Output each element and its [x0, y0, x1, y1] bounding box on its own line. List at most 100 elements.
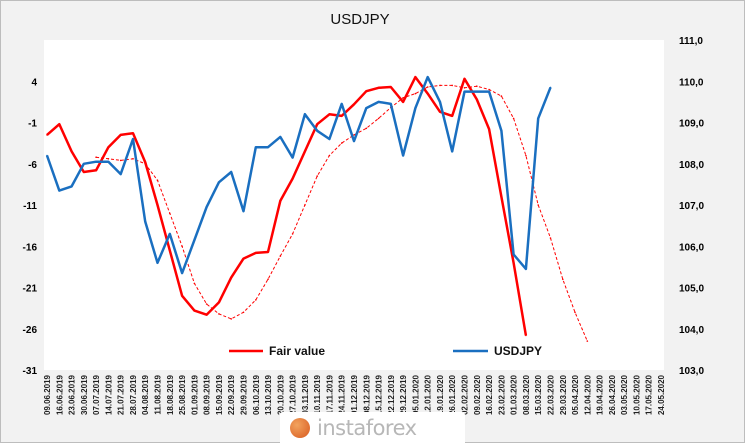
data-point-usdjpy	[463, 90, 466, 93]
data-point-usdjpy	[83, 163, 85, 165]
data-point-usdjpy	[304, 113, 306, 115]
x-tick-label: 11.08.2019	[154, 374, 163, 414]
left-axis: 4 -1 -6 -11 -16 -21 -26 -31	[23, 77, 38, 377]
x-tick-label: 01.12.2019	[350, 374, 359, 415]
data-point-fair-value-smoothed	[267, 278, 269, 281]
data-point-fair-value-smoothed	[500, 95, 503, 97]
data-point-usdjpy	[58, 189, 61, 192]
x-tick-label: 23.02.2020	[497, 374, 506, 415]
data-point-fair-value-smoothed	[279, 255, 282, 257]
x-tick-label: 04.08.2019	[141, 374, 150, 415]
data-point-fair-value	[181, 295, 183, 297]
series-line-usdjpy	[45, 75, 552, 275]
legend-label-fair-value: Fair value	[269, 344, 325, 358]
data-point-usdjpy	[365, 107, 368, 109]
data-point-usdjpy	[169, 233, 171, 235]
x-tick-label: 28.07.2019	[129, 374, 138, 415]
data-point-fair-value	[230, 276, 232, 279]
data-point-fair-value-smoothed	[255, 299, 257, 301]
x-tick-label: 03.05.2020	[620, 374, 629, 415]
data-point-usdjpy	[439, 101, 441, 103]
right-tick-label: 109,0	[679, 119, 704, 130]
data-point-fair-value-smoothed	[537, 204, 539, 206]
right-tick-label: 103,0	[679, 366, 704, 377]
data-point-fair-value	[304, 150, 306, 153]
data-point-fair-value	[512, 262, 515, 264]
data-point-fair-value-smoothed	[107, 158, 110, 160]
data-point-usdjpy	[426, 76, 429, 78]
data-point-usdjpy	[218, 181, 220, 184]
data-point-fair-value	[390, 86, 392, 88]
x-tick-label: 23.06.2019	[68, 374, 77, 415]
x-tick-label: 17.11.2019	[325, 374, 334, 414]
x-tick-label: 15.03.2020	[534, 374, 543, 415]
x-tick-label: 22.12.2019	[387, 374, 396, 415]
data-point-usdjpy	[316, 130, 319, 132]
x-tick-label: 15.12.2019	[375, 374, 384, 415]
data-point-fair-value-smoothed	[95, 156, 97, 158]
data-point-fair-value-smoothed	[525, 154, 527, 157]
x-tick-label: 01.03.2020	[510, 374, 519, 415]
data-point-fair-value-smoothed	[488, 88, 490, 91]
data-point-fair-value-smoothed	[574, 311, 576, 314]
data-point-usdjpy	[205, 206, 208, 208]
data-point-usdjpy	[402, 154, 404, 157]
data-point-fair-value	[218, 301, 220, 304]
watermark-text: instaforex	[317, 415, 417, 440]
data-point-usdjpy	[549, 86, 552, 89]
x-tick-label: 08.09.2019	[203, 374, 212, 415]
data-point-usdjpy	[255, 146, 257, 148]
right-axis: 111,0 110,0 109,0 108,0 107,0 106,0 105,0 104,0…	[679, 36, 704, 377]
data-point-usdjpy	[291, 156, 294, 159]
data-point-usdjpy	[230, 171, 232, 173]
x-tick-label: 08.12.2019	[362, 374, 371, 415]
legend: Fair value USDJPY	[229, 344, 542, 358]
data-point-usdjpy	[267, 146, 269, 148]
x-tick-label: 21.07.2019	[117, 374, 126, 415]
data-point-usdjpy	[488, 90, 490, 93]
data-point-fair-value	[169, 249, 171, 252]
data-point-fair-value	[132, 132, 134, 134]
x-tick-label: 01.09.2019	[190, 374, 199, 415]
right-tick-label: 108,0	[679, 160, 704, 171]
data-point-usdjpy	[340, 103, 343, 105]
data-point-fair-value	[476, 98, 478, 101]
data-point-fair-value	[525, 334, 527, 337]
data-point-fair-value	[107, 146, 110, 148]
data-point-usdjpy	[476, 90, 478, 93]
x-tick-label: 16.06.2019	[55, 374, 64, 415]
data-point-fair-value	[353, 103, 355, 106]
right-tick-label: 107,0	[679, 201, 704, 212]
data-point-fair-value	[46, 134, 48, 136]
left-tick-label: -1	[28, 119, 37, 130]
data-point-fair-value	[439, 111, 441, 113]
series-layer	[45, 75, 589, 342]
data-point-usdjpy	[242, 210, 245, 212]
x-tick-label: 06.10.2019	[252, 374, 261, 415]
x-tick-label: 03.11.2019	[301, 374, 310, 414]
data-point-usdjpy	[156, 262, 159, 264]
data-point-fair-value-smoothed	[193, 282, 196, 285]
data-point-fair-value	[488, 128, 490, 130]
data-point-fair-value-smoothed	[426, 86, 429, 88]
data-point-fair-value-smoothed	[169, 212, 171, 215]
x-tick-label: 26.01.2020	[448, 374, 457, 415]
data-point-usdjpy	[537, 117, 539, 120]
x-tick-label: 07.07.2019	[92, 374, 101, 415]
data-point-fair-value-smoothed	[549, 237, 552, 239]
data-point-fair-value	[156, 204, 159, 206]
x-tick-label: 27.10.2019	[289, 374, 298, 415]
data-point-fair-value-smoothed	[353, 134, 355, 136]
data-point-fair-value	[95, 169, 97, 172]
x-tick-label: 26.04.2020	[608, 374, 617, 415]
data-point-fair-value-smoothed	[304, 204, 306, 206]
data-point-fair-value-smoothed	[242, 311, 245, 314]
x-tick-label: 15.09.2019	[215, 374, 224, 415]
data-point-fair-value	[144, 161, 146, 163]
x-tick-label: 22.09.2019	[227, 374, 236, 415]
data-point-fair-value-smoothed	[562, 278, 564, 281]
data-point-fair-value-smoothed	[205, 303, 208, 305]
plot-area	[44, 40, 664, 370]
data-point-fair-value	[500, 196, 503, 198]
data-point-usdjpy	[525, 268, 527, 270]
